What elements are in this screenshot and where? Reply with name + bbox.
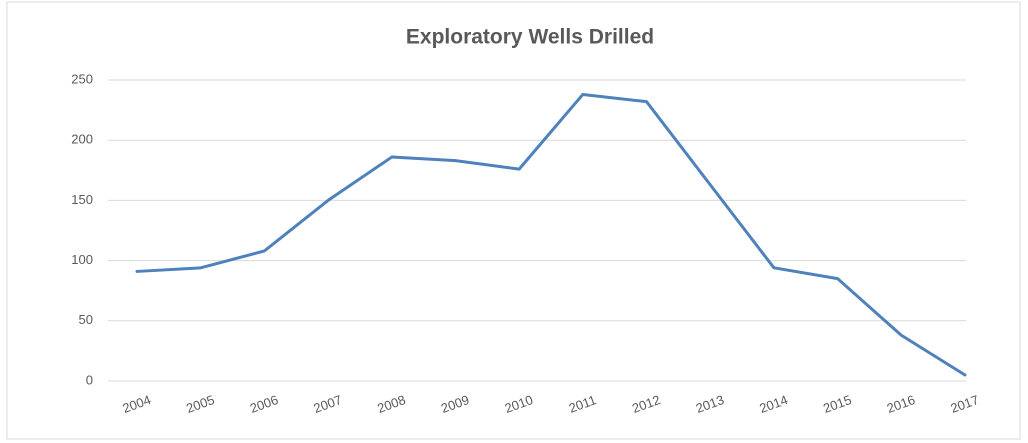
- y-tick-label: 250: [71, 71, 93, 86]
- chart-border: [6, 1, 1021, 440]
- y-tick-label: 50: [79, 312, 93, 327]
- y-tick-label: 100: [71, 252, 93, 267]
- y-tick-label: 0: [86, 372, 93, 387]
- chart-title: Exploratory Wells Drilled: [406, 26, 654, 49]
- y-tick-label: 200: [71, 132, 93, 147]
- y-tick-label: 150: [71, 192, 93, 207]
- data-line: [135, 92, 967, 377]
